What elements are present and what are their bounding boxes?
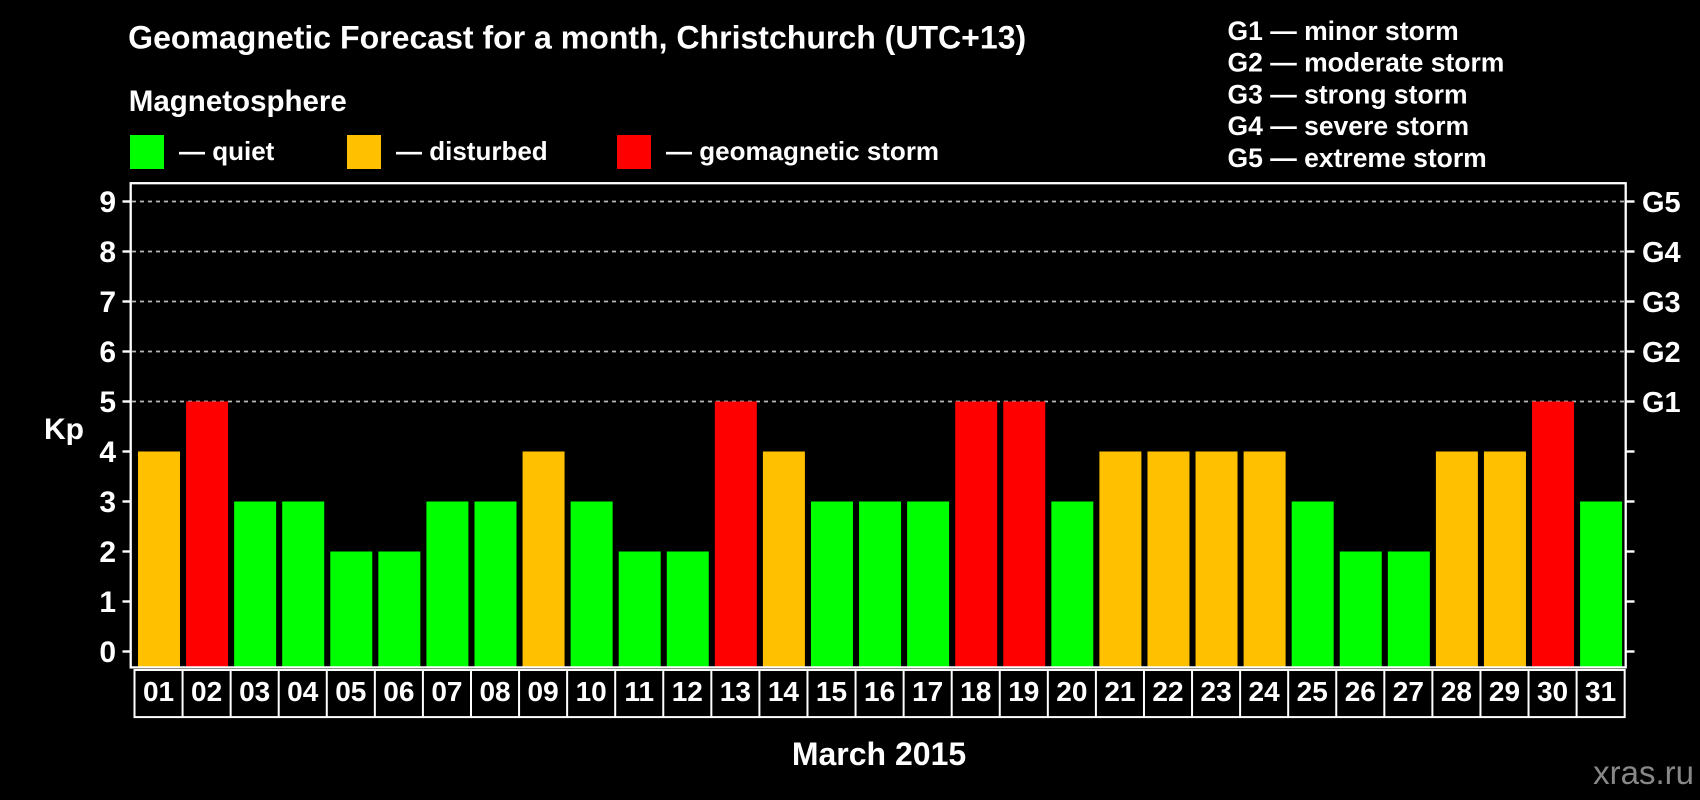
svg-text:5: 5	[99, 386, 116, 419]
svg-text:G2 — moderate storm: G2 — moderate storm	[1228, 48, 1505, 78]
svg-text:20: 20	[1056, 676, 1087, 707]
svg-text:Magnetosphere: Magnetosphere	[129, 85, 347, 118]
svg-text:7: 7	[99, 286, 116, 319]
svg-text:2: 2	[99, 536, 116, 569]
svg-text:11: 11	[624, 676, 654, 707]
svg-text:06: 06	[383, 676, 414, 707]
svg-text:04: 04	[287, 676, 319, 707]
svg-text:14: 14	[768, 676, 800, 707]
svg-text:Kp: Kp	[44, 413, 84, 446]
svg-text:xras.ru: xras.ru	[1593, 754, 1694, 791]
svg-text:9: 9	[99, 186, 116, 219]
svg-text:24: 24	[1249, 676, 1281, 707]
svg-text:02: 02	[191, 676, 222, 707]
svg-text:G4 — severe storm: G4 — severe storm	[1228, 111, 1470, 141]
svg-text:G3: G3	[1642, 287, 1681, 319]
svg-text:19: 19	[1008, 676, 1039, 707]
svg-text:15: 15	[816, 676, 847, 707]
svg-text:G5 — extreme storm: G5 — extreme storm	[1228, 143, 1487, 173]
svg-text:31: 31	[1585, 676, 1616, 707]
svg-text:03: 03	[239, 676, 270, 707]
svg-text:6: 6	[99, 336, 116, 369]
svg-text:— disturbed: — disturbed	[396, 136, 548, 166]
svg-text:3: 3	[99, 486, 116, 519]
svg-text:G1 — minor storm: G1 — minor storm	[1228, 16, 1459, 46]
svg-text:0: 0	[99, 636, 116, 669]
svg-text:16: 16	[864, 676, 895, 707]
svg-text:27: 27	[1393, 676, 1424, 707]
svg-text:— geomagnetic storm: — geomagnetic storm	[666, 136, 939, 166]
svg-text:G2: G2	[1642, 337, 1681, 369]
svg-text:13: 13	[720, 676, 751, 707]
svg-text:8: 8	[99, 236, 116, 269]
svg-text:— quiet: — quiet	[179, 136, 275, 166]
svg-text:21: 21	[1104, 676, 1135, 707]
svg-text:25: 25	[1297, 676, 1328, 707]
svg-text:March 2015: March 2015	[792, 736, 966, 772]
svg-text:22: 22	[1152, 676, 1183, 707]
svg-text:09: 09	[528, 676, 559, 707]
svg-text:07: 07	[431, 676, 462, 707]
svg-text:05: 05	[335, 676, 366, 707]
svg-text:18: 18	[960, 676, 991, 707]
svg-text:17: 17	[912, 676, 943, 707]
svg-text:10: 10	[576, 676, 607, 707]
svg-text:12: 12	[672, 676, 703, 707]
svg-text:30: 30	[1537, 676, 1568, 707]
svg-text:4: 4	[99, 436, 116, 469]
svg-text:G1: G1	[1642, 387, 1681, 419]
svg-text:G5: G5	[1642, 187, 1681, 219]
svg-text:29: 29	[1489, 676, 1520, 707]
svg-text:08: 08	[479, 676, 510, 707]
svg-text:Geomagnetic Forecast for a mon: Geomagnetic Forecast for a month, Christ…	[128, 20, 1026, 56]
svg-text:26: 26	[1345, 676, 1376, 707]
svg-text:01: 01	[143, 676, 174, 707]
svg-text:28: 28	[1441, 676, 1472, 707]
svg-text:1: 1	[99, 586, 116, 619]
svg-text:G3 — strong storm: G3 — strong storm	[1228, 79, 1468, 109]
svg-text:G4: G4	[1642, 237, 1681, 269]
svg-text:23: 23	[1201, 676, 1232, 707]
